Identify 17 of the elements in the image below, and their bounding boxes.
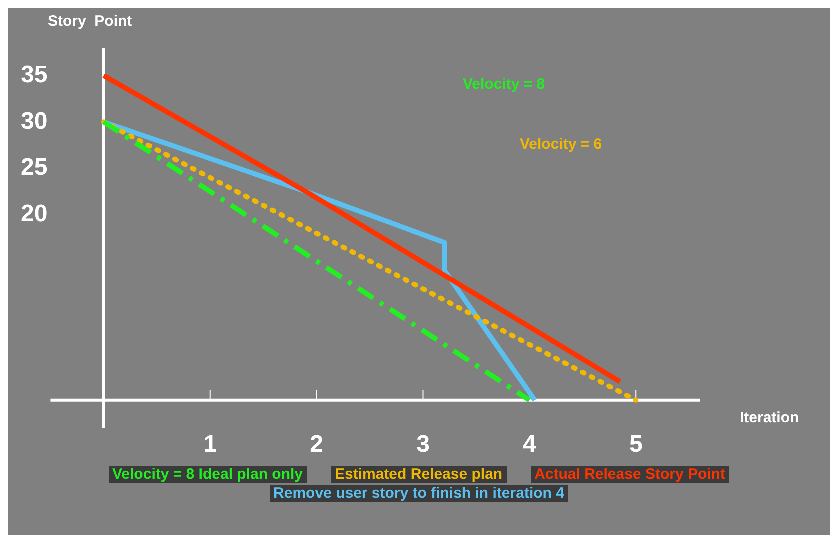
x-axis-title: Iteration (740, 409, 800, 426)
text: Actual Release Story Point (530, 466, 730, 483)
x-tick-label: 4 (523, 431, 538, 458)
text: Estimated Release plan (331, 466, 507, 483)
y-tick-label: 30 (20, 108, 48, 135)
x-tick-label: 2 (310, 431, 324, 458)
y-tick-label: 35 (20, 61, 48, 88)
text: Remove user story to finish in iteration 4 (270, 485, 568, 502)
x-tick-label: 1 (204, 431, 218, 458)
y-tick-label: 25 (20, 154, 48, 182)
annotation: Velocity = 8 (463, 76, 546, 93)
x-tick-label: 3 (416, 431, 430, 458)
y-axis-title: Story Point (48, 13, 132, 30)
y-tick-label: 20 (20, 200, 48, 228)
x-tick-label: 5 (629, 431, 643, 458)
annotation: Velocity = 6 (520, 136, 602, 153)
text: Velocity = 8 Ideal plan only (108, 466, 307, 483)
